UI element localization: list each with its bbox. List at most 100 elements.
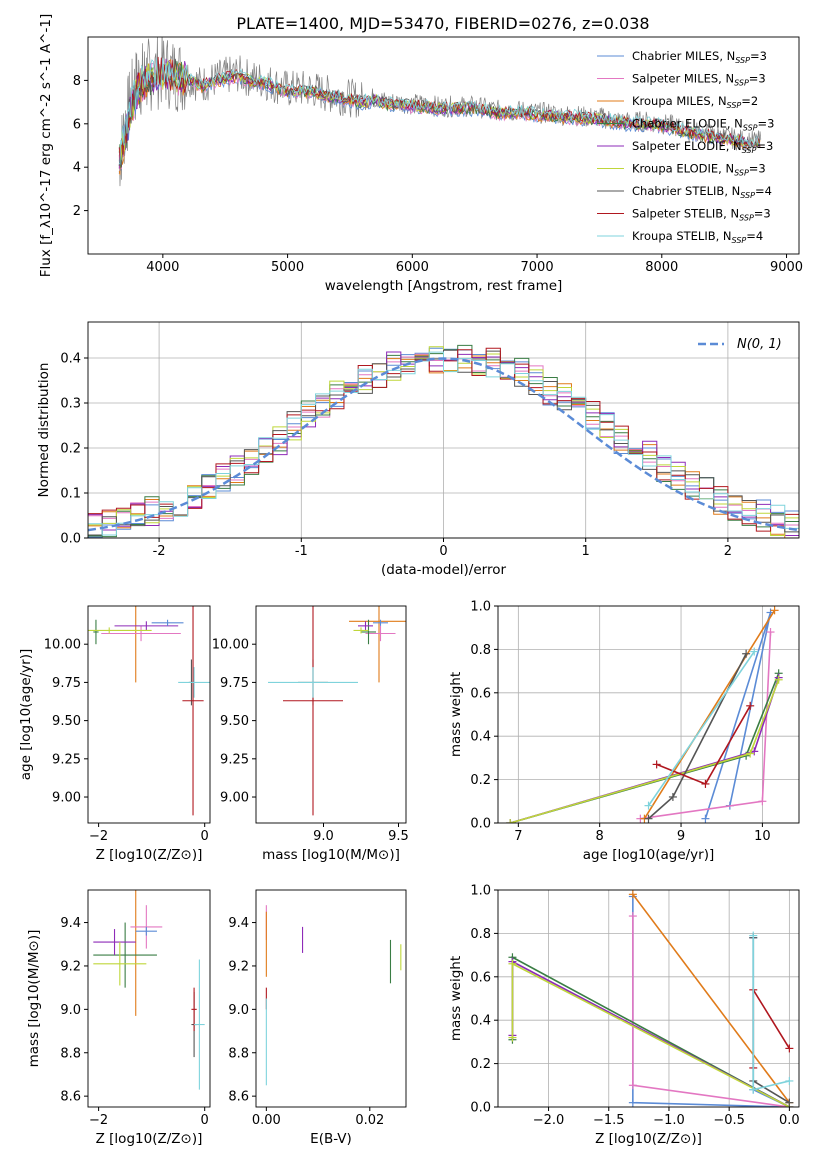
panel-age_vs_Z: −2 0 9.00 9.25 9.50 9.75 10.00 Z [log10(Z/Z⊙)] a… [18,605,211,863]
axes-frame [255,605,407,824]
plot-area [268,606,406,816]
legend-nssp: =4 [746,229,763,243]
plot-area [118,37,762,187]
errorbar-salpeter-stelib [191,987,197,1032]
y-axis-label: mass weight [448,672,464,757]
y-tick-label: 0.4 [60,352,81,367]
plot-area [508,890,794,1107]
x-tick-label: −1.5 [593,1113,625,1128]
x-tick-label: −2.0 [533,1113,565,1128]
legend-nssp: =3 [756,139,773,153]
y-tick-label: 9.0 [60,1003,81,1018]
panel-residuals: -2 -1 0 1 2 0.0 0.1 0.2 0.3 0.4 (data-model)/error… [36,321,800,578]
legend-label-text: Salpeter MILES, N [632,72,734,86]
panel-spectrum: 4000 5000 6000 7000 8000 9000 2 4 6 8 wavelength [… [38,14,803,294]
y-tick-label: 0.0 [470,817,491,832]
legend-subscript: SSP [740,191,755,200]
y-tick-label: 0.2 [470,773,491,788]
x-tick-label: 2 [724,544,732,559]
weight-series-kroupa-elodie [508,959,794,1107]
legend-nssp: =3 [749,72,766,86]
y-tick-label: 9.4 [228,916,249,931]
x-tick-label: 0.0 [779,1113,800,1128]
y-axis-label: mass [log10(M/M⊙)] [26,930,42,1068]
x-tick-label: 9000 [770,260,803,275]
legend-subscript: SSP [734,79,749,88]
y-tick-label: 0.0 [470,1101,491,1116]
weight-line [632,896,790,1107]
x-axis-label: Z [log10(Z/Z⊙)] [595,1131,702,1147]
y-tick-label: 9.2 [60,959,81,974]
x-tick-label: 7 [514,829,522,844]
legend-label: Chabrier STELIB, NSSP=4 [632,184,772,200]
errorbar-chabrier-miles [373,619,388,626]
legend-subscript: SSP [739,214,754,223]
plot-area [506,606,783,823]
y-tick-label: 10.00 [212,638,249,653]
y-tick-label: 0.1 [60,487,81,502]
y-tick-label: 6 [73,117,81,132]
y-tick-label: 0.6 [470,970,491,985]
x-tick-label: −2 [89,1113,108,1128]
x-tick-label: 9 [677,829,685,844]
gaussian-curve [88,357,799,532]
errorbar-salpeter-elodie [93,929,136,956]
y-tick-label: 10.00 [44,638,81,653]
weight-series-salpeter-miles [636,628,775,823]
y-tick-label: 0.3 [60,397,81,412]
x-tick-label: 6000 [396,260,429,275]
weight-series-kroupa-miles [640,606,779,823]
x-tick-label: 9.5 [388,829,409,844]
errorbar-salpeter-elodie [358,621,373,631]
axes-frame [255,889,407,1108]
y-tick-label: 1.0 [470,884,491,899]
errorbar-kroupa-stelib [194,959,205,1090]
legend-label: Salpeter STELIB, NSSP=3 [632,207,771,223]
y-tick-label: 0.8 [470,643,491,658]
legend-label-text: Chabrier MILES, N [632,49,735,63]
model-line-kroupa-stelib [118,58,761,165]
y-axis-label: Flux [f_λ10^-17 erg cm^-2 s^-1 A^-1] [38,14,54,277]
x-axis-label: wavelength [Angstrom, rest frame] [325,278,563,294]
plot-area [88,606,210,816]
errorbar-salpeter-stelib [283,606,343,816]
legend-label: Chabrier ELODIE, NSSP=3 [632,117,774,133]
legend-subscript: SSP [734,169,749,178]
y-tick-label: 9.75 [52,676,81,691]
legend-label: Salpeter ELODIE, NSSP=3 [632,139,773,155]
y-tick-label: 8.8 [60,1046,81,1061]
y-tick-label: 4 [73,161,81,176]
panel-mass_vs_Z: −2 0 8.6 8.8 9.0 9.2 9.4 Z [log10(Z/Z⊙)] mass [l… [26,889,211,1147]
y-tick-label: 9.0 [228,1003,249,1018]
x-tick-label: 1 [582,544,590,559]
y-tick-label: 9.00 [52,791,81,806]
legend-label-text: Chabrier STELIB, N [632,184,740,198]
weight-line [643,609,776,820]
y-tick-label: 0.2 [470,1057,491,1072]
errorbar-kroupa-elodie [353,627,369,634]
plot-area [93,890,205,1090]
x-tick-label: 5000 [271,260,304,275]
legend-label-gaussian: N(0, 1) [737,337,782,352]
legend-nssp: =3 [749,162,766,176]
weight-line [647,651,755,807]
histogram-kroupa-stelib [88,351,799,538]
legend-subscript: SSP [743,124,758,133]
legend-nssp: =2 [741,94,758,108]
errorbar-chabrier-elodie [93,619,99,645]
y-tick-label: 2 [73,204,81,219]
legend-label: Salpeter MILES, NSSP=3 [632,72,766,88]
x-axis-label: Z [log10(Z/Z⊙)] [96,1131,203,1147]
panel-age_vs_mass: 9.0 9.5 9.00 9.25 9.50 9.75 10.00 mass [log10(M… [212,605,409,863]
legend-subscript: SSP [742,146,757,155]
y-tick-label: 8 [73,74,81,89]
y-tick-label: 9.50 [52,714,81,729]
x-tick-label: −0.5 [713,1113,745,1128]
y-tick-label: 8.8 [228,1046,249,1061]
y-axis-label: age [log10(age/yr)] [18,649,34,781]
legend-nssp: =3 [758,117,775,131]
errorbar-kroupa-miles [349,606,406,683]
x-axis-label: E(B-V) [310,1131,352,1147]
x-axis-label: age [log10(age/yr)] [583,847,715,863]
x-tick-label: 7000 [521,260,554,275]
